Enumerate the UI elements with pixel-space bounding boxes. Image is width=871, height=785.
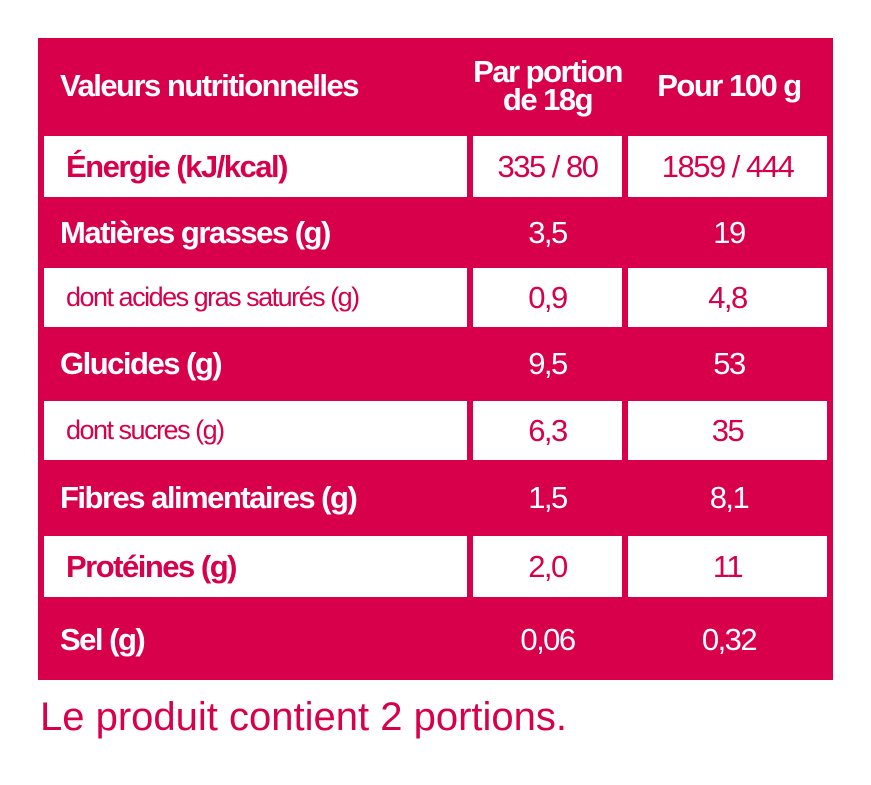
- value-cell: 4,8: [628, 268, 827, 327]
- value-cell: 3,5: [528, 214, 568, 250]
- value-cell: 19: [713, 214, 746, 250]
- value-cell: 1,5: [528, 480, 568, 515]
- value-cell: 6,3: [473, 401, 622, 460]
- value-cell: 9,5: [528, 346, 568, 381]
- nutrition-table: Valeurs nutritionnelles Par portion de 18g…: [38, 38, 833, 680]
- header-line: de 18g: [502, 81, 594, 117]
- value-cell: 0,32: [701, 622, 758, 657]
- row-label: Matières grasses (g): [60, 214, 331, 250]
- row-label: dont sucres (g): [44, 401, 467, 460]
- value-cell: 0,9: [473, 268, 622, 327]
- header-line: Par portion: [473, 53, 623, 89]
- value-cell: 0,06: [520, 622, 576, 657]
- value-cell: 8,1: [709, 480, 750, 515]
- header-cell: Par portion de 18g: [470, 38, 625, 133]
- value-cell: 53: [713, 346, 746, 381]
- row-label: dont acides gras saturés (g): [44, 268, 467, 327]
- row-label: Protéines (g): [44, 536, 467, 597]
- value-cell: 335 / 80: [473, 136, 622, 197]
- row-label: Fibres alimentaires (g): [60, 480, 358, 515]
- value-cell: 2,0: [473, 536, 622, 597]
- header-cell: Pour 100 g: [657, 67, 802, 103]
- value-cell: 11: [628, 536, 827, 597]
- footnote: Le produit contient 2 portions.: [40, 695, 568, 739]
- header-cell: Valeurs nutritionnelles: [60, 67, 359, 103]
- row-label: Sel (g): [60, 622, 146, 657]
- row-label: Glucides (g): [60, 346, 223, 381]
- value-cell: 35: [628, 401, 827, 460]
- value-cell: 1859 / 444: [628, 136, 827, 197]
- row-label: Énergie (kJ/kcal): [44, 136, 467, 197]
